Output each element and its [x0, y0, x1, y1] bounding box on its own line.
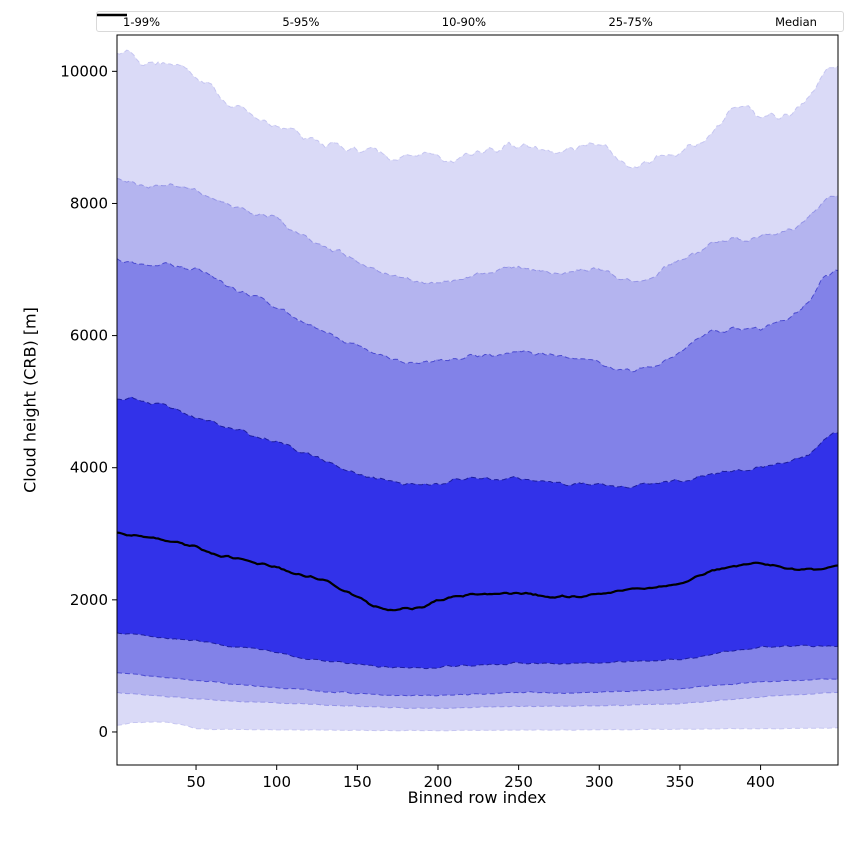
chart-legend: 1-99% 5-95% 10-90% 25-75% Median	[96, 11, 844, 32]
x-tick-label: 200	[424, 773, 453, 791]
legend-label: 5-95%	[282, 14, 320, 29]
legend-item-10-90: 10-90%	[97, 14, 487, 29]
x-tick-label: 350	[666, 773, 695, 791]
y-tick-label: 0	[98, 723, 108, 741]
band-25-75-area	[117, 396, 838, 669]
y-tick-label: 10000	[60, 62, 108, 80]
legend-label: 10-90%	[441, 14, 487, 29]
band-10-90-upper-edge	[117, 258, 838, 373]
y-tick-label: 6000	[70, 327, 108, 345]
legend-item-1-99: 1-99%	[97, 14, 161, 29]
legend-item-median: Median	[97, 13, 817, 29]
band-1-99-upper-edge	[117, 49, 838, 169]
band-1-99-lower-edge	[117, 721, 838, 732]
median-line	[117, 531, 838, 612]
x-tick-label: 150	[343, 773, 372, 791]
y-tick-label: 2000	[70, 591, 108, 609]
band-25-75-upper-edge	[117, 396, 838, 489]
band-5-95-lower-edge	[117, 691, 838, 709]
legend-item-5-95: 5-95%	[97, 14, 320, 29]
legend-item-25-75: 25-75%	[97, 14, 653, 29]
y-tick-label: 8000	[70, 194, 108, 212]
band-5-95-upper-edge	[117, 178, 838, 285]
x-tick-label: 250	[504, 773, 533, 791]
legend-label: Median	[775, 14, 817, 29]
x-axis-title: Binned row index	[407, 788, 547, 807]
band-10-90-lower-edge	[117, 672, 838, 697]
legend-label: 1-99%	[123, 14, 161, 29]
x-tick-label: 300	[585, 773, 614, 791]
legend-line-sample	[97, 13, 127, 17]
legend-label: 25-75%	[608, 14, 653, 29]
y-tick-label: 4000	[70, 459, 108, 477]
x-tick-label: 100	[262, 773, 291, 791]
x-tick-label: 400	[746, 773, 775, 791]
band-25-75-lower-edge	[117, 632, 838, 670]
axes-frame	[116, 34, 839, 766]
x-tick-label: 50	[186, 773, 205, 791]
